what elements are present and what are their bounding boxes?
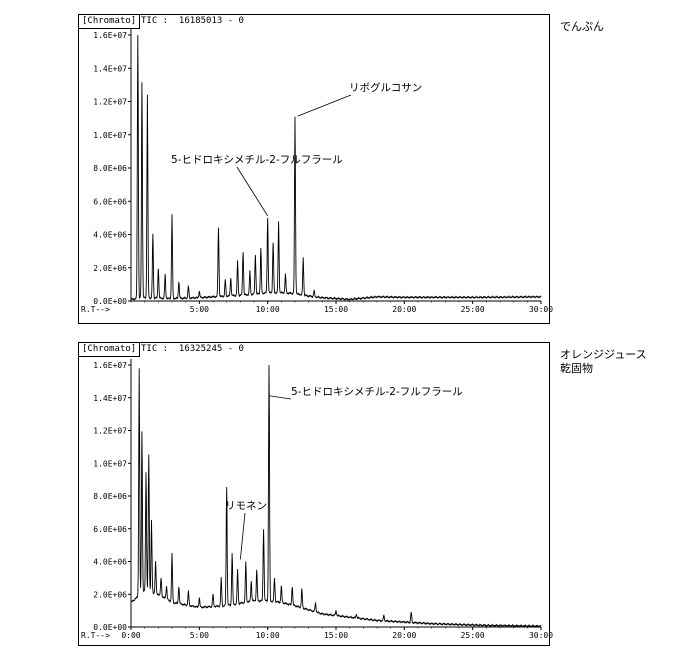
annotation-leader <box>236 166 269 217</box>
x-tick-label: 20:00 <box>392 305 416 314</box>
y-tick-label: 8.0E+06 <box>93 164 127 173</box>
chromatogram-panel-starch: [Chromato] TIC : 16185013 - 0 0.0E+00 2.0… <box>78 14 553 324</box>
chromato-header: [Chromato] <box>79 15 141 29</box>
y-tick-label: 1.2E+07 <box>93 427 127 436</box>
tic-trace <box>130 35 542 301</box>
y-tick-label: 4.0E+06 <box>93 231 127 240</box>
y-tick-label: 4.0E+06 <box>93 558 127 567</box>
y-tick-label: 1.0E+07 <box>93 459 127 468</box>
x-tick-label: 30:00 <box>529 631 553 640</box>
annotation-leader <box>239 512 246 560</box>
x-tick-label: 15:00 <box>324 631 348 640</box>
peak-annotation: 5-ヒドロキシメチル-2-フルフラール <box>291 386 463 398</box>
x-axis-label: R.T--> <box>81 305 110 314</box>
sample-label-orange-juice: オレンジジュース 乾固物 <box>560 348 647 375</box>
y-tick-label: 1.4E+07 <box>93 64 127 73</box>
y-tick-label: 1.0E+07 <box>93 131 127 140</box>
x-tick-label: 0:00 <box>121 631 140 640</box>
y-tick-label: 0.0E+00 <box>93 623 127 632</box>
chromatogram-plot-starch: 0.0E+00 2.0E+06 4.0E+06 6.0E+06 8.0E+06 1.0E+… <box>81 29 553 314</box>
x-tick-label: 5:00 <box>190 631 209 640</box>
peak-annotation: リボグルコサン <box>349 81 422 94</box>
y-tick-label: 1.2E+07 <box>93 98 127 107</box>
x-axis-label: R.T--> <box>81 631 110 640</box>
chromato-header: [Chromato] <box>79 343 141 357</box>
x-tick-label: 20:00 <box>392 631 416 640</box>
sample-label-starch: でんぷん <box>560 20 604 33</box>
y-tick-label: 1.4E+07 <box>93 394 127 403</box>
y-tick-label: 1.6E+07 <box>93 31 127 40</box>
chromatogram-panel-orange-juice: [Chromato] TIC : 16325245 - 0 0.0E+00 2.0… <box>78 342 553 646</box>
y-tick-label: 8.0E+06 <box>93 492 127 501</box>
peak-annotation: 5-ヒドロキシメチル-2-フルフラール <box>171 154 343 166</box>
y-tick-label: 2.0E+06 <box>93 264 127 273</box>
y-tick-label: 6.0E+06 <box>93 197 127 206</box>
x-tick-label: 10:00 <box>256 631 280 640</box>
y-tick-label: 0.0E+00 <box>93 297 127 306</box>
chromatogram-plot-orange-juice: 0.0E+00 2.0E+06 4.0E+06 6.0E+06 8.0E+06 1.0E+… <box>81 359 553 640</box>
x-tick-label: 10:00 <box>256 305 280 314</box>
y-tick-label: 2.0E+06 <box>93 590 127 599</box>
y-tick-label: 1.6E+07 <box>93 361 127 370</box>
x-tick-label: 15:00 <box>324 305 348 314</box>
annotation-leader <box>268 395 292 400</box>
x-tick-label: 25:00 <box>461 631 485 640</box>
x-tick-label: 30:00 <box>529 305 553 314</box>
tic-label: TIC : 16325245 - 0 <box>141 344 244 354</box>
tic-trace <box>130 364 542 628</box>
annotation-leader <box>297 94 352 117</box>
peak-annotation: リモネン <box>225 500 267 512</box>
x-tick-label: 25:00 <box>461 305 485 314</box>
x-tick-label: 5:00 <box>190 305 209 314</box>
y-tick-label: 6.0E+06 <box>93 525 127 534</box>
tic-label: TIC : 16185013 - 0 <box>141 16 244 26</box>
